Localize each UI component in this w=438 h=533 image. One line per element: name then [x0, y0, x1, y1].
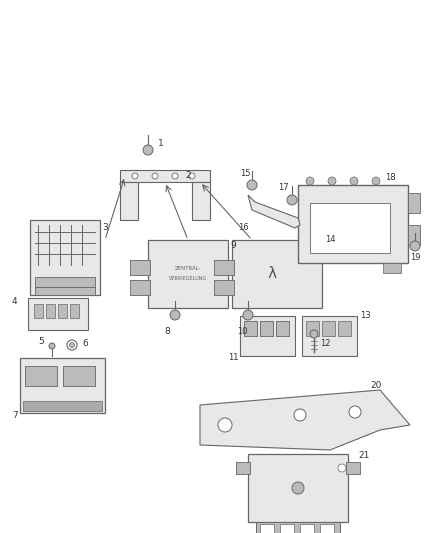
Circle shape: [132, 173, 138, 179]
Bar: [28, 298, 88, 330]
Bar: [260, 321, 273, 336]
Bar: [25, 366, 57, 386]
Bar: [236, 462, 250, 474]
Text: λ: λ: [268, 266, 276, 281]
Text: 16: 16: [238, 223, 249, 232]
Bar: [120, 182, 138, 220]
Text: 14: 14: [325, 236, 336, 245]
Text: 10: 10: [237, 327, 247, 336]
Circle shape: [372, 177, 380, 185]
Text: 11: 11: [228, 353, 239, 362]
Circle shape: [247, 180, 257, 190]
Circle shape: [152, 173, 158, 179]
Bar: [35, 277, 95, 287]
Text: 13: 13: [360, 311, 371, 320]
Text: 6: 6: [82, 340, 88, 349]
Circle shape: [410, 241, 420, 251]
Bar: [302, 316, 357, 356]
Text: 9: 9: [230, 240, 236, 249]
Text: 15: 15: [240, 169, 251, 179]
Bar: [34, 304, 43, 318]
Bar: [70, 304, 79, 318]
Bar: [214, 280, 234, 295]
Bar: [192, 182, 210, 220]
Circle shape: [328, 177, 336, 185]
Circle shape: [172, 173, 178, 179]
Bar: [256, 522, 340, 533]
Text: 20: 20: [370, 381, 381, 390]
Text: 21: 21: [358, 451, 369, 461]
Bar: [120, 170, 210, 182]
Circle shape: [310, 330, 318, 338]
Bar: [306, 321, 319, 336]
Bar: [244, 321, 257, 336]
Bar: [232, 240, 322, 308]
Circle shape: [49, 343, 55, 349]
Text: 7: 7: [12, 410, 18, 419]
Circle shape: [170, 310, 180, 320]
Circle shape: [143, 145, 153, 155]
Bar: [130, 280, 150, 295]
Text: 8: 8: [164, 327, 170, 336]
Bar: [280, 524, 294, 533]
Text: 2: 2: [185, 171, 191, 180]
Text: 18: 18: [385, 174, 396, 182]
Text: 17: 17: [278, 183, 289, 192]
Circle shape: [292, 482, 304, 494]
Text: VERRIEGELUNG: VERRIEGELUNG: [169, 277, 207, 281]
Bar: [408, 225, 420, 245]
Bar: [276, 321, 289, 336]
Bar: [248, 454, 348, 522]
Bar: [23, 401, 102, 411]
Polygon shape: [248, 195, 300, 228]
Bar: [63, 366, 95, 386]
Text: 4: 4: [12, 297, 18, 306]
Bar: [346, 462, 360, 474]
Bar: [276, 321, 289, 336]
Bar: [260, 524, 274, 533]
Circle shape: [218, 418, 232, 432]
Bar: [244, 321, 257, 336]
Text: ZENTRAL-: ZENTRAL-: [175, 266, 201, 271]
Bar: [408, 193, 420, 213]
Bar: [58, 304, 67, 318]
Text: 1: 1: [158, 139, 164, 148]
Bar: [30, 220, 100, 295]
Circle shape: [70, 343, 74, 348]
Text: 19: 19: [410, 254, 420, 262]
Circle shape: [243, 310, 253, 320]
Bar: [46, 304, 55, 318]
Bar: [214, 260, 234, 275]
Bar: [35, 287, 95, 295]
Bar: [63, 366, 95, 386]
Bar: [298, 185, 408, 263]
Bar: [300, 524, 314, 533]
Bar: [322, 321, 335, 336]
Bar: [320, 524, 334, 533]
Circle shape: [287, 195, 297, 205]
Bar: [338, 321, 351, 336]
Circle shape: [350, 177, 358, 185]
Bar: [260, 321, 273, 336]
Bar: [130, 260, 150, 275]
Circle shape: [338, 464, 346, 472]
Bar: [310, 203, 390, 253]
Bar: [240, 316, 295, 356]
Circle shape: [67, 340, 77, 350]
Circle shape: [189, 173, 195, 179]
Circle shape: [349, 406, 361, 418]
Text: 5: 5: [38, 337, 44, 346]
Polygon shape: [200, 390, 410, 450]
Bar: [383, 263, 401, 273]
Bar: [25, 366, 57, 386]
Circle shape: [294, 409, 306, 421]
Bar: [148, 240, 228, 308]
Bar: [20, 358, 105, 413]
Text: 12: 12: [320, 340, 331, 349]
Text: 3: 3: [102, 223, 108, 232]
Circle shape: [306, 177, 314, 185]
